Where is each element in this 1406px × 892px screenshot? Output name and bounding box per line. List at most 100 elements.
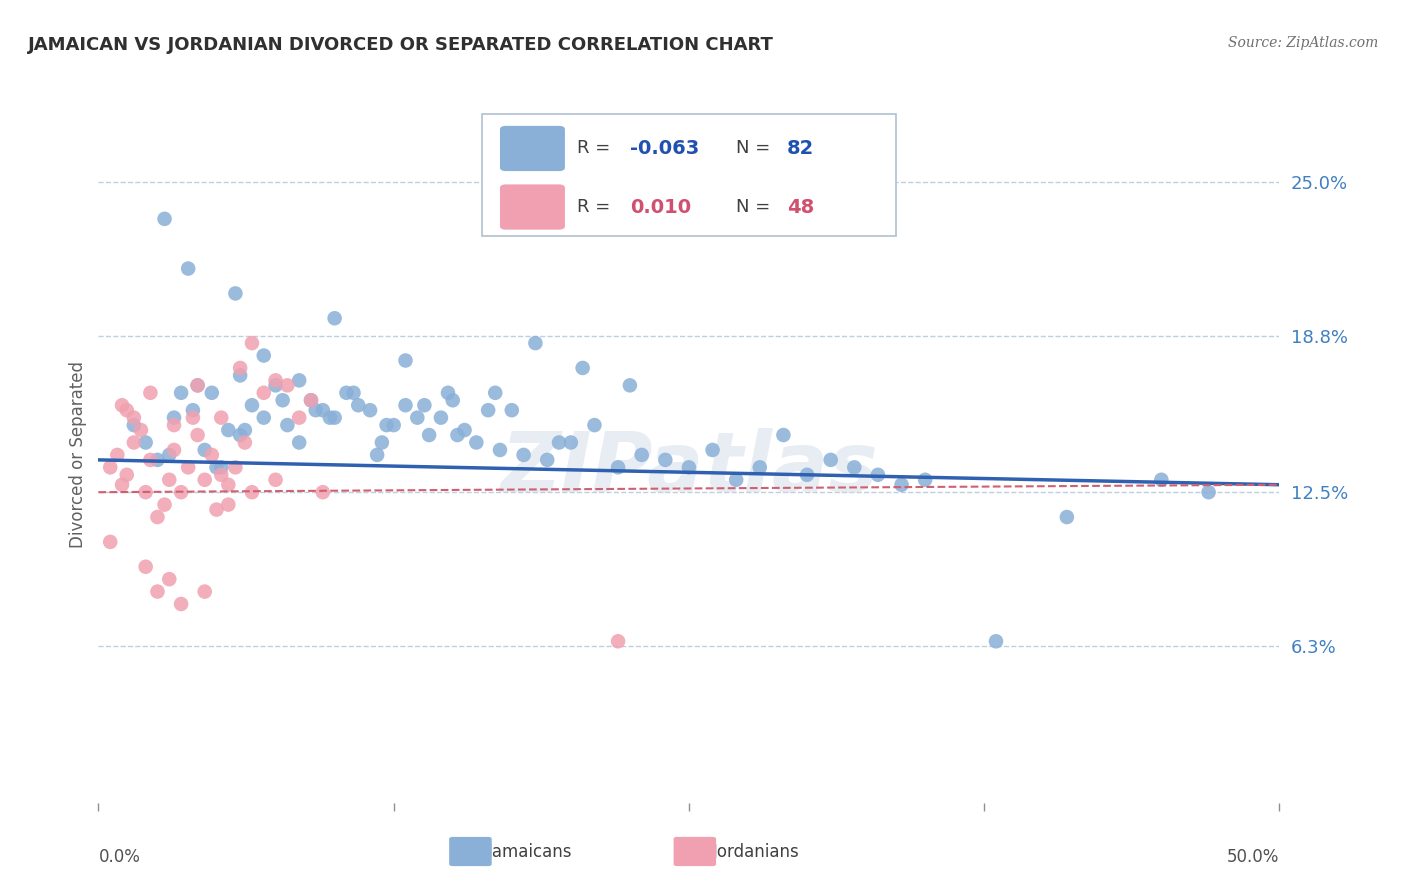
Point	[129, 423, 152, 437]
Point	[201, 448, 224, 462]
Point	[571, 360, 593, 375]
Point	[229, 368, 252, 383]
Point	[170, 385, 193, 400]
Point	[366, 448, 388, 462]
Point	[406, 410, 429, 425]
Point	[619, 378, 641, 392]
Point	[98, 534, 121, 549]
Point	[240, 485, 263, 500]
Point	[98, 460, 121, 475]
Point	[135, 559, 157, 574]
Point	[382, 418, 405, 433]
Point	[122, 418, 145, 433]
Text: N =: N =	[737, 139, 776, 158]
Point	[335, 385, 357, 400]
Point	[288, 435, 311, 450]
Point	[276, 378, 298, 392]
Point	[312, 485, 335, 500]
Text: -0.063: -0.063	[630, 139, 699, 158]
Point	[233, 435, 256, 450]
Point	[253, 410, 276, 425]
Point	[163, 418, 186, 433]
Point	[1150, 473, 1173, 487]
Point	[187, 378, 209, 392]
Point	[217, 477, 239, 491]
Point	[796, 467, 818, 482]
Point	[654, 453, 676, 467]
Point	[181, 410, 204, 425]
Point	[276, 418, 298, 433]
Text: N =: N =	[737, 198, 776, 216]
Point	[446, 428, 468, 442]
Text: 50.0%: 50.0%	[1227, 848, 1279, 866]
Point	[413, 398, 436, 412]
Point	[323, 311, 346, 326]
Point	[342, 385, 364, 400]
Point	[844, 460, 866, 475]
Point	[229, 428, 252, 442]
Point	[288, 410, 311, 425]
Point	[725, 473, 748, 487]
Point	[135, 435, 157, 450]
Point	[607, 634, 630, 648]
Point	[524, 336, 547, 351]
Point	[299, 393, 322, 408]
Point	[512, 448, 534, 462]
Point	[820, 453, 842, 467]
Point	[170, 597, 193, 611]
Point	[319, 410, 342, 425]
Point	[209, 460, 232, 475]
Point	[394, 398, 416, 412]
Point	[217, 423, 239, 437]
Point	[984, 634, 1007, 648]
Point	[1056, 510, 1078, 524]
Point	[205, 460, 228, 475]
Point	[157, 572, 180, 586]
Point	[240, 398, 263, 412]
Point	[111, 477, 134, 491]
Point	[484, 385, 506, 400]
Point	[194, 442, 217, 457]
Point	[201, 385, 224, 400]
Text: Source: ZipAtlas.com: Source: ZipAtlas.com	[1227, 36, 1378, 50]
Point	[702, 442, 724, 457]
Point	[209, 467, 232, 482]
Point	[146, 453, 169, 467]
Point	[170, 485, 193, 500]
Point	[583, 418, 606, 433]
Point	[371, 435, 394, 450]
Point	[271, 393, 294, 408]
Text: 82: 82	[787, 139, 814, 158]
Point	[489, 442, 512, 457]
Y-axis label: Divorced or Separated: Divorced or Separated	[69, 361, 87, 549]
Point	[105, 448, 128, 462]
Point	[305, 403, 328, 417]
Text: 0.010: 0.010	[630, 197, 690, 217]
Point	[177, 460, 200, 475]
Point	[323, 410, 346, 425]
Point	[177, 261, 200, 276]
Point	[264, 373, 287, 387]
Point	[536, 453, 558, 467]
Point	[194, 584, 217, 599]
Point	[548, 435, 571, 450]
Point	[233, 423, 256, 437]
Point	[394, 353, 416, 368]
Point	[441, 393, 464, 408]
Point	[146, 584, 169, 599]
Point	[111, 398, 134, 412]
FancyBboxPatch shape	[449, 837, 492, 866]
Point	[418, 428, 440, 442]
Point	[229, 360, 252, 375]
Point	[187, 378, 209, 392]
Text: JAMAICAN VS JORDANIAN DIVORCED OR SEPARATED CORRELATION CHART: JAMAICAN VS JORDANIAN DIVORCED OR SEPARA…	[28, 36, 773, 54]
Point	[122, 410, 145, 425]
Point	[157, 473, 180, 487]
Text: R =: R =	[576, 198, 616, 216]
Point	[187, 428, 209, 442]
FancyBboxPatch shape	[673, 837, 716, 866]
Point	[501, 403, 523, 417]
Text: 48: 48	[787, 197, 814, 217]
Point	[375, 418, 398, 433]
Point	[146, 510, 169, 524]
